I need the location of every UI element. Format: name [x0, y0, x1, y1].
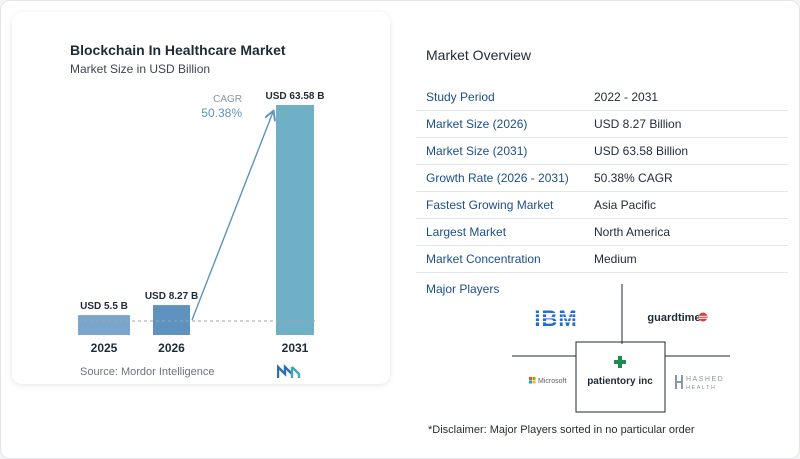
- value-label-2025: USD 5.5 B: [80, 301, 128, 312]
- overview-value: Asia Pacific: [594, 191, 788, 219]
- bar-2031: [276, 105, 314, 335]
- hashed-health-logo: HASHED HEALTH: [675, 375, 724, 391]
- overview-key: Market Concentration: [416, 245, 594, 273]
- market-overview-table: Study Period 2022 - 2031 Market Size (2026…: [416, 84, 788, 273]
- overview-row: Market Size (2031) USD 63.58 Billion: [416, 137, 788, 165]
- overview-key: Study Period: [416, 84, 594, 111]
- bar-2026: [153, 305, 190, 335]
- bar-2025: [78, 315, 130, 335]
- overview-row: Fastest Growing Market Asia Pacific: [416, 191, 788, 219]
- overview-row: Market Size (2026) USD 8.27 Billion: [416, 110, 788, 138]
- microsoft-logo: Microsoft: [529, 377, 566, 385]
- value-label-2031: USD 63.58 B: [266, 91, 325, 102]
- source-note: Source: Mordor Intelligence: [80, 366, 215, 378]
- svg-text:guardtime: guardtime: [647, 312, 700, 324]
- major-players-grid: IBM guardtime Microsoft patientory inc H…: [512, 284, 730, 413]
- overview-key: Growth Rate (2026 - 2031): [416, 164, 594, 192]
- cagr-value: 50.38%: [201, 106, 242, 120]
- x-tick-2026: 2026: [158, 341, 185, 355]
- market-overview-title: Market Overview: [426, 47, 532, 63]
- overview-row: Study Period 2022 - 2031: [416, 84, 788, 111]
- patientory-logo: patientory inc: [587, 356, 653, 387]
- overview-key: Market Size (2026): [416, 110, 594, 138]
- mordor-intelligence-logo-icon: [277, 364, 301, 378]
- x-tick-2031: 2031: [282, 341, 309, 355]
- ibm-logo: IBM: [528, 306, 584, 331]
- chart-card: [12, 12, 390, 384]
- overview-row: Largest Market North America: [416, 218, 788, 246]
- overview-value: USD 8.27 Billion: [594, 110, 788, 138]
- overview-value: 2022 - 2031: [594, 84, 788, 111]
- overview-value: USD 63.58 Billion: [594, 137, 788, 165]
- bar-chart: USD 5.5 B 2025 USD 8.27 B 2026 USD 63.58 B 20…: [78, 91, 325, 355]
- overview-key: Largest Market: [416, 218, 594, 246]
- overview-value: North America: [594, 218, 788, 246]
- value-label-2026: USD 8.27 B: [145, 291, 198, 302]
- overview-row: Growth Rate (2026 - 2031) 50.38% CAGR: [416, 164, 788, 192]
- cagr-arrow: [191, 112, 273, 321]
- chart-title: Blockchain In Healthcare Market: [70, 42, 286, 58]
- svg-text:Microsoft: Microsoft: [538, 378, 566, 385]
- svg-text:IBM: IBM: [534, 306, 577, 331]
- overview-key: Market Size (2031): [416, 137, 594, 165]
- overview-value: Medium: [594, 245, 788, 273]
- svg-text:HASHED: HASHED: [686, 376, 724, 383]
- overview-key: Fastest Growing Market: [416, 191, 594, 219]
- x-tick-2025: 2025: [91, 341, 118, 355]
- overview-value: 50.38% CAGR: [594, 164, 788, 192]
- disclaimer-note: *Disclaimer: Major Players sorted in no …: [428, 424, 695, 436]
- cagr-label: CAGR: [213, 94, 242, 105]
- svg-text:patientory inc: patientory inc: [587, 376, 653, 387]
- svg-text:HEALTH: HEALTH: [686, 385, 716, 391]
- major-players-title: Major Players: [426, 282, 500, 296]
- guardtime-logo: guardtime: [647, 312, 708, 324]
- overview-row: Market Concentration Medium: [416, 245, 788, 273]
- chart-subtitle: Market Size in USD Billion: [70, 62, 211, 76]
